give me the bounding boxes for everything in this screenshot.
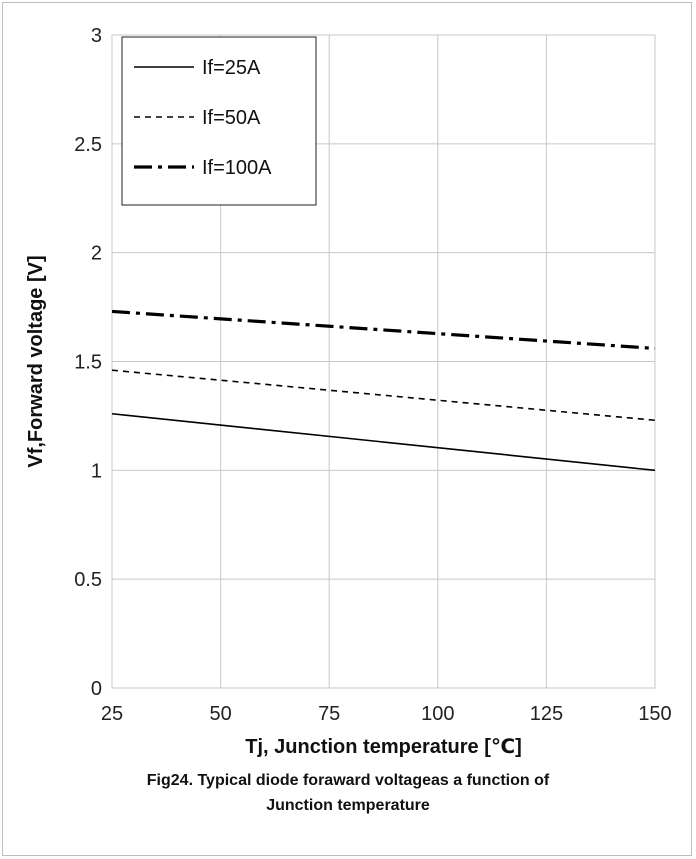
series-line xyxy=(111,369,656,422)
legend: If=25A If=50A If=100A xyxy=(121,36,317,206)
figure-caption: Fig24. Typical diode foraward voltageas … xyxy=(0,768,696,818)
legend-label: If=25A xyxy=(202,57,261,79)
y-tick-label: 1.5 xyxy=(74,352,102,374)
x-tick-label: 100 xyxy=(421,703,454,725)
x-tick-label: 150 xyxy=(638,703,671,725)
caption-line-1: Fig24. Typical diode foraward voltageas … xyxy=(146,772,550,789)
y-tick-label: 3 xyxy=(91,25,102,47)
legend-box xyxy=(121,36,317,206)
y-tick-label: 0.5 xyxy=(74,569,102,591)
y-tick-label: 0 xyxy=(91,678,102,700)
legend-label: If=50A xyxy=(202,107,261,129)
x-tick-label: 125 xyxy=(530,703,563,725)
y-axis-label: Vf,Forward voltage [V] xyxy=(25,255,47,467)
x-tick-label: 25 xyxy=(101,703,123,725)
x-tick-label: 75 xyxy=(318,703,340,725)
series-line xyxy=(111,412,656,472)
plot-area-border xyxy=(111,34,656,689)
y-tick-label: 2.5 xyxy=(74,134,102,156)
caption-line-2: Junction temperature xyxy=(266,797,430,814)
x-axis-label: Tj, Junction temperature [℃] xyxy=(245,736,521,758)
legend-label: If=100A xyxy=(202,157,272,179)
tick-labels: 0 0.5 1 1.5 2 2.5 3 25 50 75 100 125 150 xyxy=(74,25,672,725)
axes xyxy=(111,34,656,689)
y-tick-label: 2 xyxy=(91,243,102,265)
x-tick-label: 50 xyxy=(209,703,231,725)
series-line xyxy=(111,309,656,351)
chart-svg: 0 0.5 1 1.5 2 2.5 3 25 50 75 100 125 150 Tj, Junctio… xyxy=(25,25,672,758)
series-lines xyxy=(111,309,656,472)
y-tick-label: 1 xyxy=(91,460,102,482)
